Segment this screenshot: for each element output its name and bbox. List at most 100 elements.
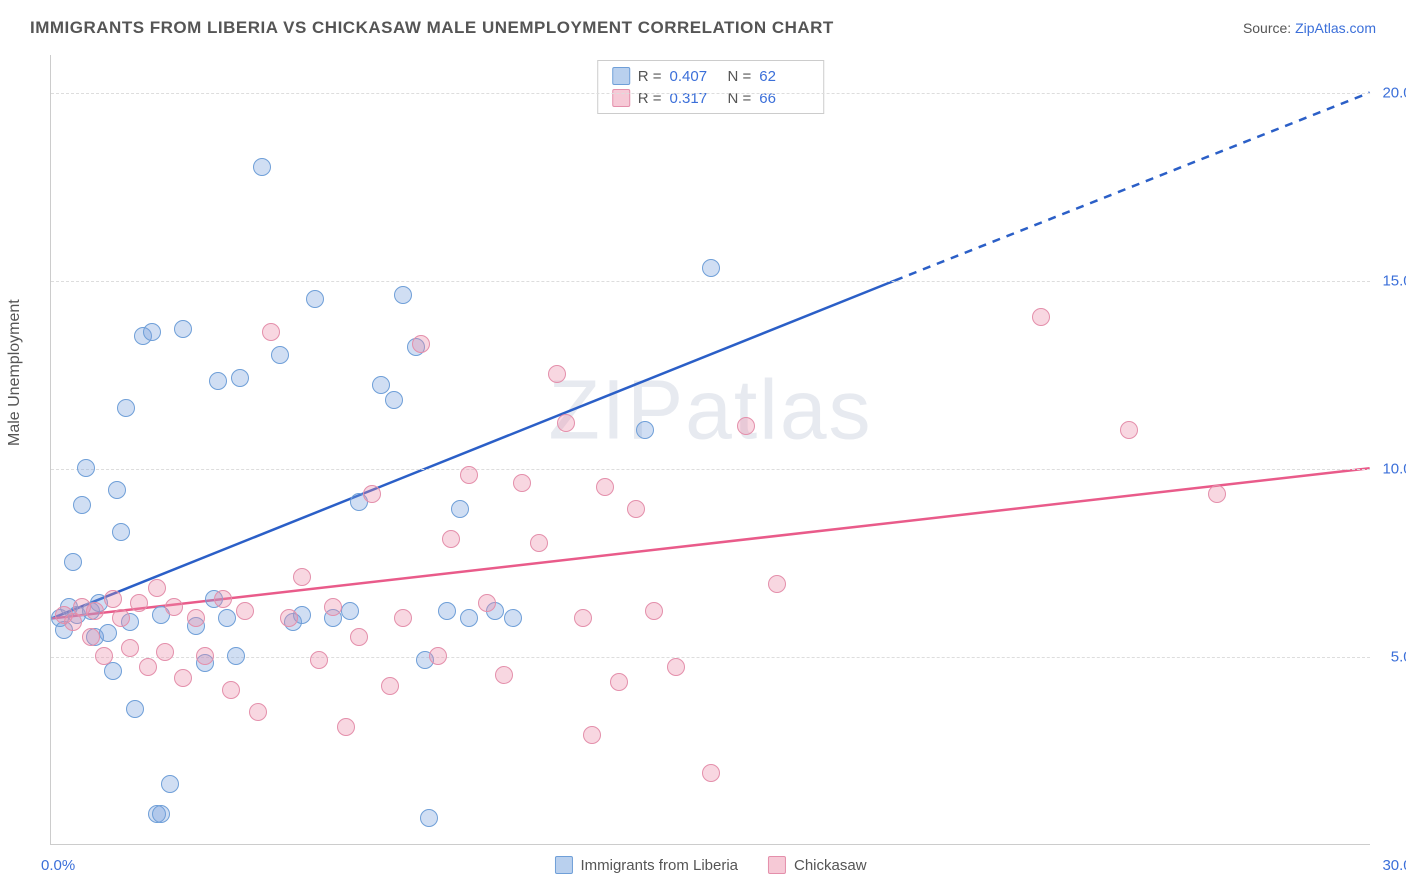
- legend-stat-row: R = 0.407 N = 62: [612, 65, 810, 87]
- data-point: [350, 628, 368, 646]
- data-point: [249, 703, 267, 721]
- legend-stat-row: R =0.317N =66: [612, 87, 810, 109]
- data-point: [1032, 308, 1050, 326]
- legend-series: Immigrants from Liberia Chickasaw: [554, 856, 866, 874]
- legend-n-label: N =: [728, 68, 752, 85]
- data-point: [513, 474, 531, 492]
- data-point: [280, 609, 298, 627]
- trend-line-dashed: [895, 93, 1370, 281]
- data-point: [271, 346, 289, 364]
- data-point: [99, 624, 117, 642]
- data-point: [667, 658, 685, 676]
- data-point: [495, 666, 513, 684]
- data-point: [196, 647, 214, 665]
- gridline: [51, 281, 1370, 282]
- data-point: [394, 609, 412, 627]
- y-tick-label: 10.0%: [1382, 460, 1406, 477]
- data-point: [702, 764, 720, 782]
- data-point: [610, 673, 628, 691]
- data-point: [174, 669, 192, 687]
- data-point: [394, 286, 412, 304]
- data-point: [306, 290, 324, 308]
- gridline: [51, 657, 1370, 658]
- data-point: [161, 775, 179, 793]
- data-point: [460, 466, 478, 484]
- legend-series-label: Immigrants from Liberia: [580, 857, 738, 874]
- data-point: [341, 602, 359, 620]
- data-point: [627, 500, 645, 518]
- data-point: [381, 677, 399, 695]
- data-point: [165, 598, 183, 616]
- y-tick-label: 5.0%: [1391, 648, 1406, 665]
- y-tick-label: 20.0%: [1382, 84, 1406, 101]
- x-origin-label: 0.0%: [41, 857, 75, 874]
- data-point: [73, 496, 91, 514]
- data-point: [310, 651, 328, 669]
- legend-series-item: Immigrants from Liberia: [554, 856, 738, 874]
- data-point: [557, 414, 575, 432]
- source-link[interactable]: ZipAtlas.com: [1295, 20, 1376, 36]
- data-point: [478, 594, 496, 612]
- data-point: [156, 643, 174, 661]
- data-point: [130, 594, 148, 612]
- legend-swatch: [612, 67, 630, 85]
- legend-swatch: [768, 856, 786, 874]
- data-point: [574, 609, 592, 627]
- legend-r-value: 0.407: [670, 68, 720, 85]
- data-point: [112, 523, 130, 541]
- data-point: [412, 335, 430, 353]
- data-point: [548, 365, 566, 383]
- data-point: [143, 323, 161, 341]
- data-point: [227, 647, 245, 665]
- trend-lines-svg: [51, 55, 1370, 844]
- data-point: [636, 421, 654, 439]
- data-point: [460, 609, 478, 627]
- data-point: [337, 718, 355, 736]
- data-point: [214, 590, 232, 608]
- data-point: [596, 478, 614, 496]
- data-point: [152, 805, 170, 823]
- plot-area: ZIPatlas R =0.407N =62R =0.317N =66 Immi…: [50, 55, 1370, 845]
- data-point: [139, 658, 157, 676]
- data-point: [187, 609, 205, 627]
- data-point: [231, 369, 249, 387]
- data-point: [1208, 485, 1226, 503]
- source-prefix: Source:: [1243, 20, 1295, 36]
- chart-title: IMMIGRANTS FROM LIBERIA VS CHICKASAW MAL…: [30, 18, 834, 38]
- legend-series-item: Chickasaw: [768, 856, 867, 874]
- data-point: [174, 320, 192, 338]
- data-point: [222, 681, 240, 699]
- data-point: [253, 158, 271, 176]
- data-point: [64, 553, 82, 571]
- legend-r-label: R =: [638, 68, 662, 85]
- legend-swatch: [554, 856, 572, 874]
- data-point: [438, 602, 456, 620]
- data-point: [104, 662, 122, 680]
- data-point: [451, 500, 469, 518]
- x-end-label: 30.0%: [1382, 857, 1406, 874]
- data-point: [645, 602, 663, 620]
- y-axis-title: Male Unemployment: [6, 299, 24, 446]
- data-point: [262, 323, 280, 341]
- data-point: [442, 530, 460, 548]
- data-point: [1120, 421, 1138, 439]
- data-point: [121, 639, 139, 657]
- data-point: [324, 598, 342, 616]
- legend-n-value: 62: [759, 68, 809, 85]
- data-point: [108, 481, 126, 499]
- data-point: [583, 726, 601, 744]
- watermark: ZIPatlas: [548, 362, 872, 459]
- data-point: [504, 609, 522, 627]
- data-point: [429, 647, 447, 665]
- data-point: [86, 602, 104, 620]
- data-point: [385, 391, 403, 409]
- legend-stats: R = 0.407 N = 62 R =0.317N =66: [597, 60, 825, 114]
- legend-series-label: Chickasaw: [794, 857, 867, 874]
- data-point: [236, 602, 254, 620]
- y-tick-label: 15.0%: [1382, 272, 1406, 289]
- data-point: [530, 534, 548, 552]
- data-point: [293, 568, 311, 586]
- data-point: [372, 376, 390, 394]
- data-point: [117, 399, 135, 417]
- source-attribution: Source: ZipAtlas.com: [1243, 20, 1376, 36]
